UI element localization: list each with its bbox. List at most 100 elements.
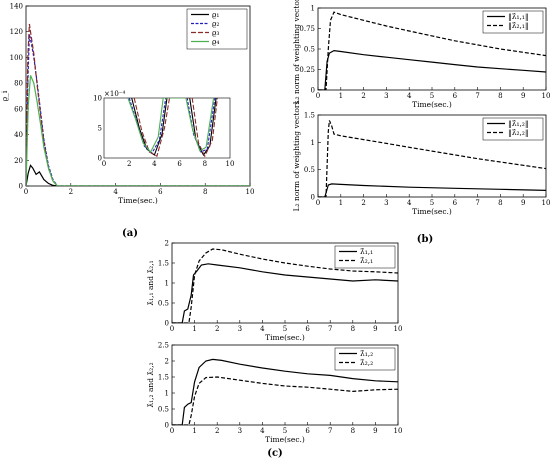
inset-x-tick-label: 4 (152, 160, 157, 168)
x-tick-label: 4 (407, 92, 412, 100)
x-tick-label: 4 (260, 427, 265, 435)
legend-label-1: λ̂₁,₂ (360, 349, 373, 358)
x-tick-label: 2 (361, 92, 365, 100)
y-axis-label: L₂ norm of weighting vectors (292, 0, 301, 104)
y-tick-label: 40 (14, 131, 23, 139)
legend-label-2: ‖λ̂₂,₂‖ (508, 128, 529, 137)
inset-series-line-4 (127, 98, 215, 153)
y-tick-label: 140 (10, 3, 23, 11)
x-axis-label: Time(sec.) (412, 100, 452, 109)
inset-x-tick-label: 8 (203, 160, 207, 168)
y-tick-label: 0.5 (158, 406, 169, 414)
legend-label-4: ϱ₄ (212, 37, 219, 46)
x-tick-label: 7 (328, 427, 332, 435)
x-tick-label: 5 (283, 427, 287, 435)
x-tick-label: 1 (339, 199, 343, 207)
y-tick-label: 60 (14, 105, 23, 113)
x-tick-label: 1 (339, 92, 343, 100)
y-tick-label: 0.5 (304, 166, 315, 174)
inset-x-tick-label: 2 (127, 160, 131, 168)
inset-y-tick-label: 5 (98, 125, 102, 133)
x-tick-label: 6 (158, 188, 163, 196)
series-line-4 (26, 75, 250, 186)
series-line-2 (172, 376, 398, 425)
x-tick-label: 2 (361, 199, 365, 207)
x-axis-label: Time(sec.) (412, 207, 452, 216)
inset-series-line-3 (133, 98, 218, 158)
legend-box (186, 8, 248, 50)
legend-label-2: ϱ₂ (212, 19, 219, 28)
y-tick-label: 0.75 (299, 25, 315, 33)
x-tick-label: 4 (113, 188, 118, 196)
x-axis-label: Time(sec.) (265, 333, 305, 342)
legend-label-1: ‖λ̂₁,₁‖ (508, 12, 529, 21)
x-tick-label: 10 (394, 325, 403, 333)
x-tick-label: 9 (373, 427, 377, 435)
y-tick-label: 2.5 (158, 342, 169, 350)
caption-b: (b) (417, 234, 433, 245)
y-tick-label: 2 (165, 358, 169, 366)
y-tick-label: 0 (311, 87, 315, 95)
legend-label-3: ϱ₃ (212, 28, 219, 37)
x-tick-label: 10 (542, 199, 550, 207)
inset-x-tick-label: 0 (102, 160, 106, 168)
inset-exponent: ×10⁻⁴ (104, 90, 125, 98)
x-tick-label: 0 (170, 427, 174, 435)
y-tick-label: 20 (14, 157, 23, 165)
y-axis-label: λ̂₁,₁ and λ̂₂,₁ (146, 260, 155, 305)
x-axis-label: Time(sec.) (118, 196, 158, 205)
caption-a: (a) (122, 228, 138, 239)
y-tick-label: 2 (165, 240, 169, 248)
y-tick-label: 1.5 (304, 112, 315, 120)
series-line-2 (172, 248, 398, 323)
legend-label-2: λ̂₂,₁ (360, 256, 373, 265)
x-tick-label: 8 (351, 325, 355, 333)
chart-a: 0 2 4 6 8 10020406080100120140Time(sec.)ϱ_iϱ₁… (0, 3, 254, 206)
y-axis-label: λ̂₁,₂ and λ̂₂,₂ (146, 362, 155, 407)
y-tick-label: 0.5 (158, 300, 169, 308)
chart-b2: 0 1 2 3 4 5 6 7 8 9 10 0 0.5 1 1.5 Time(sec.) L₂ norm of… (292, 101, 550, 216)
x-tick-label: 3 (384, 92, 388, 100)
y-tick-label: 100 (10, 54, 23, 62)
chart-b1: 0 1 2 3 4 5 6 7 8 9 10 0 0.25 0.5 0.75 1 Time(sec.) L₂ no… (292, 0, 550, 109)
inset-y-tick-label: 10 (93, 95, 102, 103)
x-tick-label: 2 (215, 427, 219, 435)
y-tick-label: 1 (165, 390, 169, 398)
series-line-1 (172, 358, 398, 425)
x-tick-label: 10 (246, 188, 255, 196)
x-tick-label: 10 (394, 427, 403, 435)
x-tick-label: 6 (305, 325, 310, 333)
x-tick-label: 5 (430, 92, 434, 100)
series-line-2 (318, 11, 546, 90)
x-tick-label: 7 (475, 92, 479, 100)
y-axis-label: L₂ norm of weighting vectors (292, 101, 301, 212)
y-tick-label: 0 (165, 320, 169, 328)
x-tick-label: 4 (407, 199, 412, 207)
y-tick-label: 1 (311, 139, 315, 147)
x-tick-label: 5 (430, 199, 434, 207)
inset-frame (103, 97, 231, 159)
y-tick-label: 0.25 (299, 66, 315, 74)
x-tick-label: 9 (521, 92, 525, 100)
x-tick-label: 8 (498, 92, 502, 100)
x-tick-label: 2 (215, 325, 219, 333)
x-tick-label: 6 (453, 92, 458, 100)
x-tick-label: 8 (351, 427, 355, 435)
x-tick-label: 9 (521, 199, 525, 207)
series-line-2 (318, 120, 546, 197)
x-tick-label: 6 (305, 427, 310, 435)
y-tick-label: 1 (165, 280, 169, 288)
x-tick-label: 7 (328, 325, 332, 333)
y-tick-label: 120 (10, 28, 23, 36)
caption-c: (c) (267, 448, 283, 459)
y-axis-label: ϱ_i (0, 90, 9, 101)
x-tick-label: 0 (316, 92, 320, 100)
x-tick-label: 9 (373, 325, 377, 333)
y-tick-label: 1 (311, 5, 315, 13)
legend-label-2: λ̂₂,₂ (360, 358, 373, 367)
series-line-1 (318, 49, 546, 90)
inset-x-tick-label: 6 (177, 160, 182, 168)
series-line-1 (172, 263, 398, 323)
legend-label-1: λ̂₁,₁ (360, 247, 373, 256)
